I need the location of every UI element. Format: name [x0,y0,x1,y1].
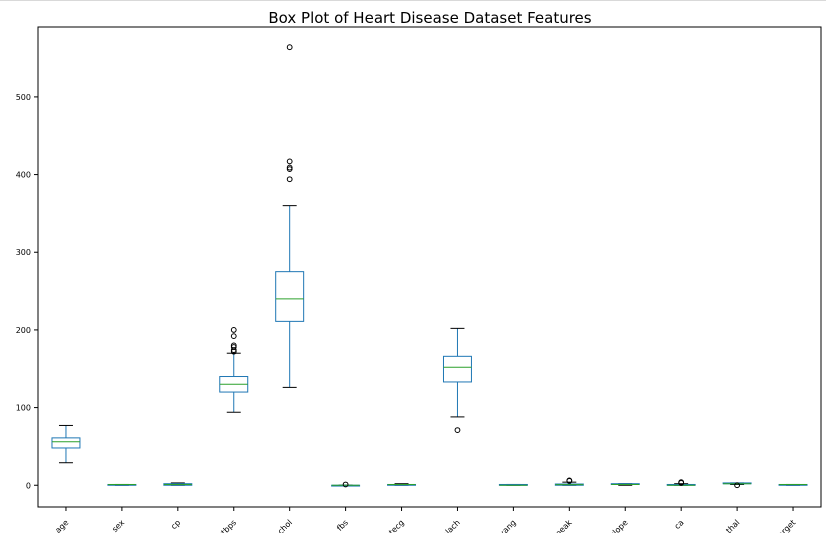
box-group-oldpeak [554,477,584,486]
box-group-trestbps [219,327,249,413]
x-tick-label-trestbps: trestbps [209,518,239,533]
outlier-point [454,427,461,434]
outlier-point [230,342,237,349]
box-group-chol [275,44,305,388]
top-divider [0,0,826,1]
outlier-point [230,333,237,340]
x-tick-label-slope: slope [608,518,629,533]
y-tick-label: 300 [16,248,31,257]
y-tick-label: 400 [16,171,31,180]
iqr-box [442,355,472,383]
x-axis: age sex cp trestbps chol fbs restecg thalach exa… [53,507,797,533]
x-tick-label-ca: ca [673,518,686,531]
x-tick-label-thal: thal [724,518,741,533]
x-tick-label-chol: chol [276,518,294,533]
outlier-point [734,482,741,489]
box-group-cp [163,482,193,486]
box-group-thal [722,482,752,489]
outlier-point [566,477,573,484]
iqr-box [275,271,305,322]
box-group-exang [498,483,528,486]
x-tick-label-fbs: fbs [335,518,350,533]
box-group-slope [610,483,640,486]
y-tick-label: 500 [16,93,31,102]
y-axis: 0 100 200 300 400 500 [16,93,38,490]
x-tick-label-oldpeak: oldpeak [545,518,574,533]
x-tick-label-age: age [53,518,70,533]
outlier-point [678,479,685,486]
plot-frame [37,26,822,508]
outlier-point [286,176,293,183]
y-tick-label: 100 [16,404,31,413]
x-tick-label-sex: sex [110,518,126,533]
y-tick-label: 0 [26,481,31,490]
box-group-thalach [442,327,472,434]
x-tick-label-restecg: restecg [379,518,406,533]
outlier-point [286,44,293,51]
iqr-box [51,437,81,449]
outlier-point [286,158,293,165]
x-tick-label-cp: cp [169,518,182,531]
outlier-point [342,481,349,488]
box-group-age [51,424,81,464]
box-group-ca [666,479,696,486]
box-group-fbs [331,481,361,488]
outlier-point [286,164,293,171]
outlier-point [230,327,237,333]
box-group-target [778,483,808,486]
x-tick-label-thalach: thalach [435,518,462,533]
x-tick-label-target: target [774,518,798,533]
y-tick-label: 200 [16,326,31,335]
boxes-layer [51,44,808,489]
box-group-sex [107,483,137,486]
box-group-restecg [387,483,417,486]
chart-title: Box Plot of Heart Disease Dataset Featur… [268,9,591,27]
x-tick-label-exang: exang [494,518,518,533]
